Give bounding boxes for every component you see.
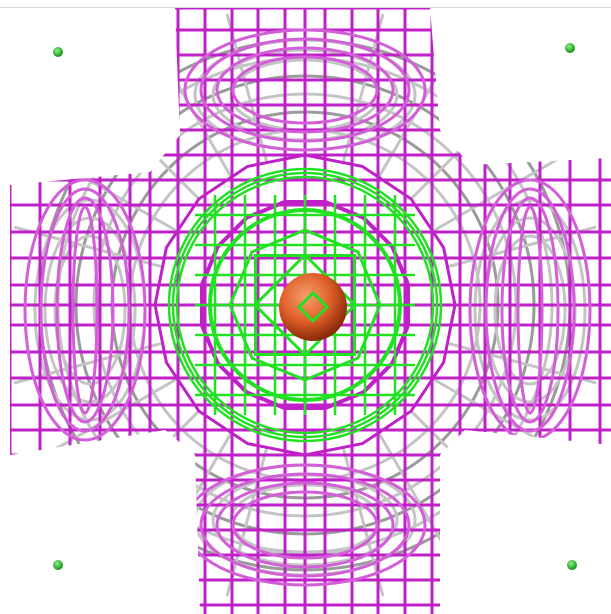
central-atom-green-overlay xyxy=(296,290,330,324)
corner-atom xyxy=(53,560,63,570)
magenta-tube-ring xyxy=(199,472,411,578)
magenta-tube-ring xyxy=(231,55,379,125)
gray-tube-ring xyxy=(493,234,567,386)
magenta-tube-ring xyxy=(55,196,115,424)
magenta-tube-ring xyxy=(484,187,576,433)
magenta-inner-ring xyxy=(200,200,410,410)
gray-mesh-spoke xyxy=(43,378,177,457)
magenta-tube-ring xyxy=(500,196,560,424)
magenta-tube-ring xyxy=(199,37,411,143)
magenta-tube-ring xyxy=(516,205,544,415)
gray-mesh-spoke xyxy=(433,153,567,232)
magenta-tube-ring xyxy=(39,187,131,433)
green-shell-ring xyxy=(171,171,439,439)
gray-mesh-spoke xyxy=(225,448,268,597)
green-square xyxy=(254,254,356,356)
green-shell-ring xyxy=(167,167,443,443)
magenta-tube-ring xyxy=(231,490,379,560)
gray-mesh-spoke xyxy=(342,448,385,597)
corner-atom xyxy=(567,560,577,570)
green-shell-ring xyxy=(175,175,435,435)
gray-tube-ring xyxy=(53,234,127,386)
magenta-tube-ring xyxy=(183,28,427,152)
magenta-tube-ring xyxy=(215,481,395,569)
corner-atom xyxy=(565,43,575,53)
gray-mesh-spoke xyxy=(409,91,519,201)
gray-tube-ring xyxy=(473,198,587,422)
magenta-tube-ring xyxy=(71,205,99,415)
gray-mesh-spoke xyxy=(409,409,519,519)
central-atom xyxy=(279,273,347,341)
magenta-outer-ring xyxy=(153,153,457,457)
corner-atom xyxy=(53,47,63,57)
gray-mesh-spoke xyxy=(91,409,201,519)
gray-mesh-spoke xyxy=(91,91,201,201)
viewer-top-border xyxy=(0,7,611,8)
atoms-layer xyxy=(53,43,577,570)
magenta-tube-ring xyxy=(215,46,395,134)
magenta-tube-ring xyxy=(23,178,147,442)
